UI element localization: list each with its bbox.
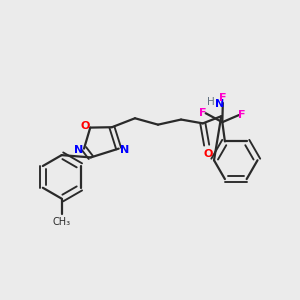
Text: F: F (238, 110, 246, 120)
Text: N: N (74, 145, 83, 155)
Text: O: O (81, 121, 90, 130)
Text: O: O (203, 149, 213, 159)
Text: N: N (214, 99, 224, 109)
Text: N: N (120, 145, 129, 155)
Text: CH₃: CH₃ (52, 217, 71, 227)
Text: H: H (207, 97, 214, 107)
Text: F: F (219, 93, 226, 103)
Text: F: F (199, 108, 206, 118)
